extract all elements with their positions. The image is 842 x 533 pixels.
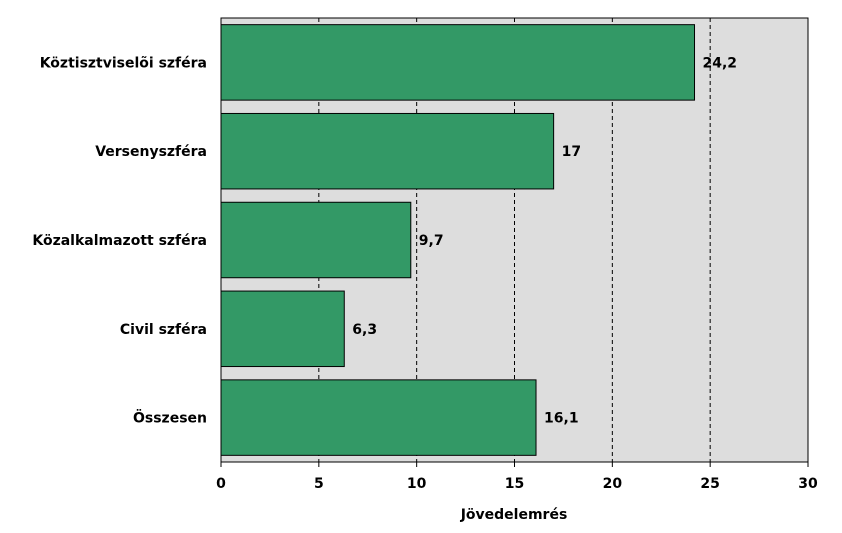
category-label: Civil szféra [120,322,207,338]
data-labels: 24,2 17 9,7 6,3 16,1 [352,55,737,426]
data-label: 17 [562,144,581,160]
bar [220,201,412,279]
data-label: 6,3 [352,322,377,338]
category-label: Köztisztviselõi szféra [40,55,207,71]
bar [220,290,345,368]
category-label: Összesen [133,409,207,427]
data-label: 9,7 [419,233,444,249]
x-axis-title: Jövedelemrés [460,507,568,523]
x-tick-label: 20 [603,476,623,492]
x-tick-label: 25 [700,476,719,492]
category-labels: Köztisztviselõi szféra Versenyszféra Közal… [32,55,207,426]
x-tick-label: 0 [216,476,226,492]
x-axis-ticks: 0 5 10 15 20 25 30 [216,462,818,492]
bar [220,24,696,101]
x-tick-label: 30 [798,476,818,492]
data-label: 16,1 [544,411,579,427]
bars [220,24,696,456]
x-tick-label: 5 [314,476,324,492]
x-tick-label: 15 [505,476,524,492]
data-label: 24,2 [703,55,738,71]
bar [220,112,555,190]
x-tick-label: 10 [407,476,427,492]
bar [220,379,537,456]
category-label: Versenyszféra [95,144,207,160]
category-label: Közalkalmazott szféra [32,233,207,249]
